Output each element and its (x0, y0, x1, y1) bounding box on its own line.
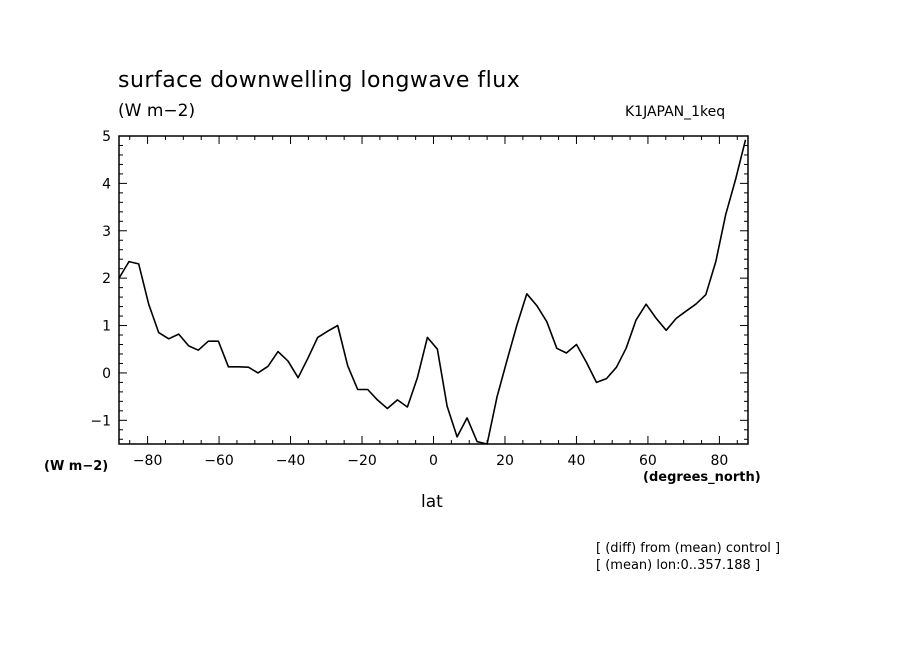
chart-title: surface downwelling longwave flux (118, 68, 521, 93)
x-tick-label: 40 (568, 453, 586, 469)
x-tick-label: −20 (347, 453, 377, 469)
y-tick-label: 1 (102, 319, 111, 335)
y-tick-label: 2 (102, 271, 111, 287)
series-group (118, 139, 747, 445)
x-tick-label: −60 (204, 453, 234, 469)
x-tick-label: 80 (710, 453, 728, 469)
x-axis-units: (degrees_north) (643, 470, 761, 485)
y-tick-label: 5 (102, 129, 111, 145)
experiment-label: K1JAPAN_1keq (625, 104, 726, 120)
x-axis-label: lat (421, 492, 443, 512)
x-tick-label: 20 (496, 453, 514, 469)
plot-frame (118, 135, 749, 445)
y-ticks-group: −1 0 1 2 3 4 5 (90, 129, 748, 440)
x-tick-label: 0 (429, 453, 438, 469)
x-tick-label: −80 (133, 453, 163, 469)
y-tick-label: −1 (90, 413, 111, 429)
chart-subtitle-units: (W m−2) (118, 101, 196, 121)
x-tick-label: 60 (639, 453, 657, 469)
x-tick-label: −40 (276, 453, 306, 469)
note-mean-lon: [ (mean) lon:0..357.188 ] (596, 558, 761, 573)
y-tick-label: 3 (102, 224, 111, 240)
y-tick-label: 0 (102, 366, 111, 382)
x-ticks-group: −80 −60 −40 −20 0 20 40 60 80 (129, 136, 738, 469)
y-tick-label: 4 (102, 176, 111, 192)
series-line (118, 139, 747, 445)
note-diff-from-control: [ (diff) from (mean) control ] (596, 541, 781, 556)
axes-group (118, 135, 749, 445)
y-axis-label: (W m−2) (44, 459, 109, 474)
